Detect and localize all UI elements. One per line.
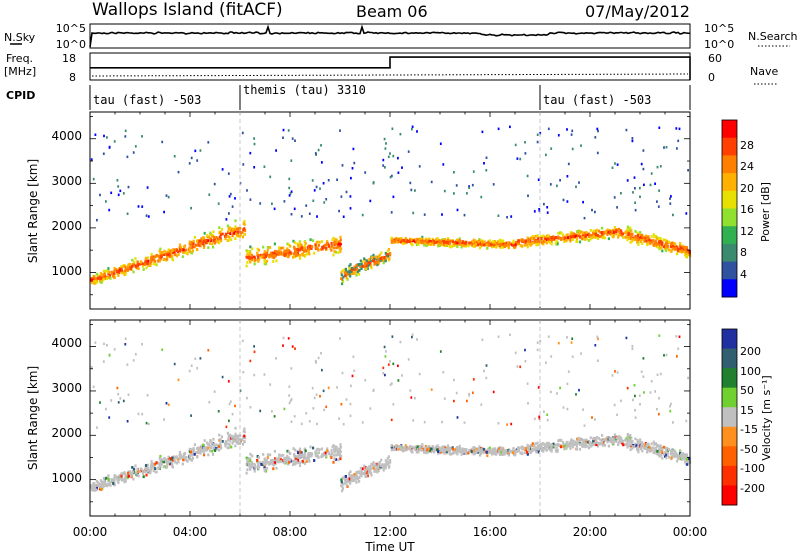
vel-ytick-3000: 3000 [51,381,82,395]
x-axis-title: Time UT [364,540,415,554]
x-tick-0000: 00:00 [73,525,108,539]
nave-label: Nave [750,65,778,78]
vel-ylabel: Slant Range [km] [26,366,40,470]
freq-panel: Freq. [MHz] 18 8 60 0 Nave [4,52,778,85]
n-sky-trace [89,24,691,48]
power-ytick-4000: 4000 [51,129,82,143]
n-sky-label: N.Sky [4,31,36,44]
power-cb-tick-4: 4 [740,268,747,281]
power-cb-tick-20: 20 [740,182,754,195]
vel-ytick-2000: 2000 [51,426,82,440]
power-cb-tick-28: 28 [740,139,754,152]
vel-cb-tick-m50: -50 [740,443,758,456]
power-ytick-3000: 3000 [51,174,82,188]
vel-cb-tick-200: 200 [740,345,761,358]
date-title: 07/May/2012 [585,2,690,21]
frequency-trace [90,56,691,80]
power-cb-label: Power [dB] [759,182,772,242]
sky-y-bottom-right: 10^0 [704,38,734,51]
vel-cb-tick-m15: -15 [740,423,758,436]
x-tick-0800: 08:00 [273,525,308,539]
x-tick-0400: 04:00 [173,525,208,539]
x-tick-2400: 00:00 [673,525,708,539]
freq-unit-label: [MHz] [4,65,36,78]
freq-y-top-left: 18 [62,52,76,65]
power-cb-tick-24: 24 [740,160,754,173]
vel-cb-tick-50: 50 [740,384,754,397]
vel-ytick-1000: 1000 [51,471,82,485]
x-tick-1600: 16:00 [473,525,508,539]
sky-y-top-left: 10^5 [56,22,86,35]
vel-ytick-4000: 4000 [51,336,82,350]
cpid-segment-1: tau (fast) -503 [93,93,201,107]
site-title: Wallops Island (fitACF) [92,0,283,20]
cpid-row: CPID tau (fast) -503 themis (tau) 3310 t… [6,83,691,110]
nave-y-bottom-right: 0 [708,71,715,84]
sky-y-top-right: 10^5 [704,22,734,35]
vel-cb-label: Velocity [m s⁻¹] [760,375,773,460]
power-cb-tick-12: 12 [740,225,754,238]
freq-y-bottom-left: 8 [69,71,76,84]
power-panel: Slant Range [km] 1000 2000 3000 4000 Pow… [26,111,772,310]
power-cb-tick-8: 8 [740,246,747,259]
power-data [90,125,692,286]
nave-trace [91,73,689,77]
n-search-label: N.Search [748,30,798,43]
cpid-segment-2: themis (tau) 3310 [243,83,366,97]
velocity-data [90,333,692,493]
sky-y-bottom-left: 10^0 [56,38,86,51]
velocity-panel: Slant Range [km] 1000 2000 3000 4000 Vel… [26,319,773,517]
power-cb-tick-16: 16 [740,203,754,216]
cpid-segment-3: tau (fast) -503 [543,93,651,107]
sky-panel: N.Sky 10^5 10^0 10^5 10^0 N.Search [4,22,798,51]
vel-cb-tick-15: 15 [740,404,754,417]
velocity-colorbar [722,329,737,506]
power-colorbar [722,120,737,298]
cpid-label: CPID [6,89,35,102]
vel-cb-tick-m200: -200 [740,482,765,495]
x-tick-2000: 20:00 [573,525,608,539]
beam-title: Beam 06 [356,2,428,21]
vel-cb-tick-m100: -100 [740,462,765,475]
freq-label: Freq. [6,52,33,65]
nave-y-top-right: 60 [708,52,722,65]
power-ytick-2000: 2000 [51,219,82,233]
x-axis: 00:00 04:00 08:00 12:00 16:00 20:00 00:0… [73,525,708,554]
vel-cb-tick-100: 100 [740,365,761,378]
power-ylabel: Slant Range [km] [26,159,40,263]
power-ytick-1000: 1000 [51,264,82,278]
x-tick-1200: 12:00 [373,525,408,539]
